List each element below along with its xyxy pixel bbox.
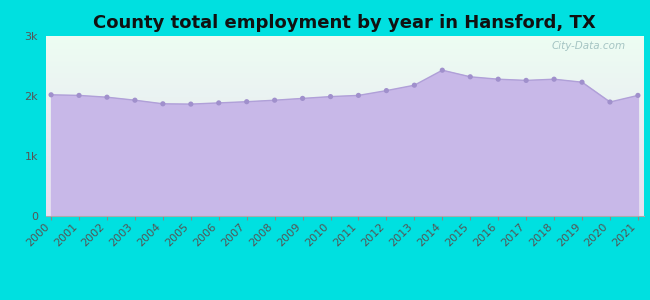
- Point: [214, 100, 224, 105]
- Text: City-Data.com: City-Data.com: [551, 41, 625, 51]
- Point: [604, 100, 615, 104]
- Point: [270, 98, 280, 103]
- Point: [298, 96, 308, 101]
- Point: [326, 94, 336, 99]
- Point: [130, 98, 140, 103]
- Point: [186, 102, 196, 106]
- Point: [632, 93, 643, 98]
- Point: [74, 93, 85, 98]
- Point: [242, 99, 252, 104]
- Point: [46, 92, 57, 97]
- Point: [158, 101, 168, 106]
- Point: [493, 77, 503, 82]
- Point: [437, 68, 447, 73]
- Point: [409, 83, 419, 88]
- Point: [521, 78, 531, 83]
- Point: [549, 77, 559, 82]
- Point: [102, 95, 112, 100]
- Point: [465, 74, 475, 79]
- Title: County total employment by year in Hansford, TX: County total employment by year in Hansf…: [93, 14, 596, 32]
- Point: [381, 88, 391, 93]
- Point: [353, 93, 363, 98]
- Point: [577, 80, 587, 85]
